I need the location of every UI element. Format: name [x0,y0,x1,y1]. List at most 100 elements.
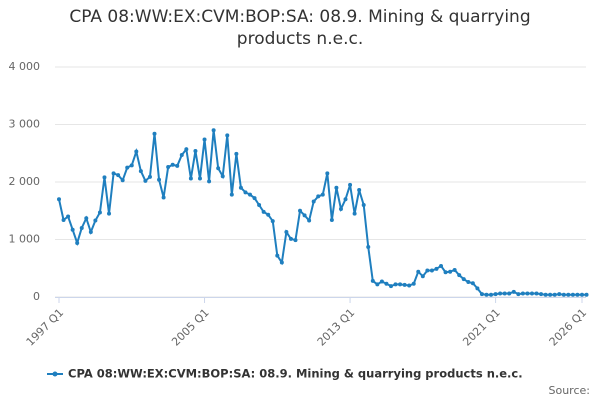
data-point [184,147,189,152]
data-point [147,174,152,179]
legend-label: CPA 08:WW:EX:CVM:BOP:SA: 08.9. Mining & … [68,367,523,381]
data-point [434,266,439,271]
data-point [79,226,84,230]
data-point [448,269,453,274]
data-point [370,278,375,283]
series-line [58,130,587,296]
data-point [234,151,239,156]
data-point [207,179,212,184]
data-point [461,277,466,282]
data-point [439,263,444,268]
data-point [379,279,384,284]
data-point [343,197,348,202]
data-point [398,282,403,287]
data-point [229,192,234,197]
data-point [266,212,271,217]
data-point [407,283,412,288]
data-point [375,282,380,287]
data-point [429,268,434,273]
data-point [66,214,71,219]
data-point [534,291,539,296]
data-point [443,270,448,275]
data-point [275,253,280,258]
data-point [348,182,353,187]
x-tick-label: 1997 Q1 [24,306,67,349]
data-point [61,217,66,222]
data-point [352,211,357,216]
data-point [498,291,503,296]
data-point [393,282,398,287]
data-point [566,292,571,297]
data-point [580,292,584,297]
data-point [466,280,471,285]
data-point [84,216,89,221]
data-point [216,166,221,171]
data-point [120,178,125,183]
data-point [416,269,421,274]
data-point [561,292,566,297]
data-point [584,292,589,297]
data-point [238,185,243,190]
data-point [70,227,75,232]
data-point [311,199,316,204]
data-point [166,165,171,170]
data-point [525,291,530,296]
data-point [457,273,462,278]
data-point [111,171,116,176]
data-point [329,217,334,222]
data-point [197,176,202,181]
data-point [279,260,284,265]
data-point [270,219,275,224]
data-point [570,292,575,297]
data-point [202,137,207,142]
data-point [575,292,580,297]
data-point [252,196,257,201]
y-tick-label: 3 000 [9,118,41,131]
x-tick-label: 2013 Q1 [315,306,358,349]
data-point [516,292,521,297]
data-point [75,240,80,245]
data-point [493,292,498,297]
data-point [129,163,134,168]
data-point [420,274,425,279]
data-point [179,152,184,157]
data-point [138,169,143,174]
data-point [334,185,339,190]
x-tick-label: 2026 Q1 [547,306,590,349]
data-point [302,213,307,218]
data-point [539,292,544,297]
y-tick-label: 2 000 [9,175,41,188]
data-point [175,163,180,168]
data-point [520,291,525,296]
data-point [143,178,148,183]
data-point [529,291,534,296]
data-point [557,292,562,297]
data-point [338,207,343,212]
data-point [552,292,557,297]
data-point [325,171,330,176]
data-point [384,281,389,286]
data-point [284,230,289,235]
data-point [134,149,139,154]
data-point [470,281,475,286]
data-point [388,284,393,289]
y-tick-label: 1 000 [9,233,41,246]
data-point [307,218,312,223]
data-point [479,292,484,297]
data-point [93,218,98,223]
data-point [257,203,262,207]
data-point [248,192,253,197]
data-point [243,190,248,195]
data-point [452,267,457,272]
data-point [548,292,553,297]
data-point [298,208,303,213]
data-point [475,286,480,291]
data-point [88,230,93,235]
source: Source: [549,384,591,397]
data-point [57,197,61,202]
data-point [107,211,112,216]
data-point [507,291,512,296]
data-point [511,289,516,294]
data-point [425,268,430,273]
